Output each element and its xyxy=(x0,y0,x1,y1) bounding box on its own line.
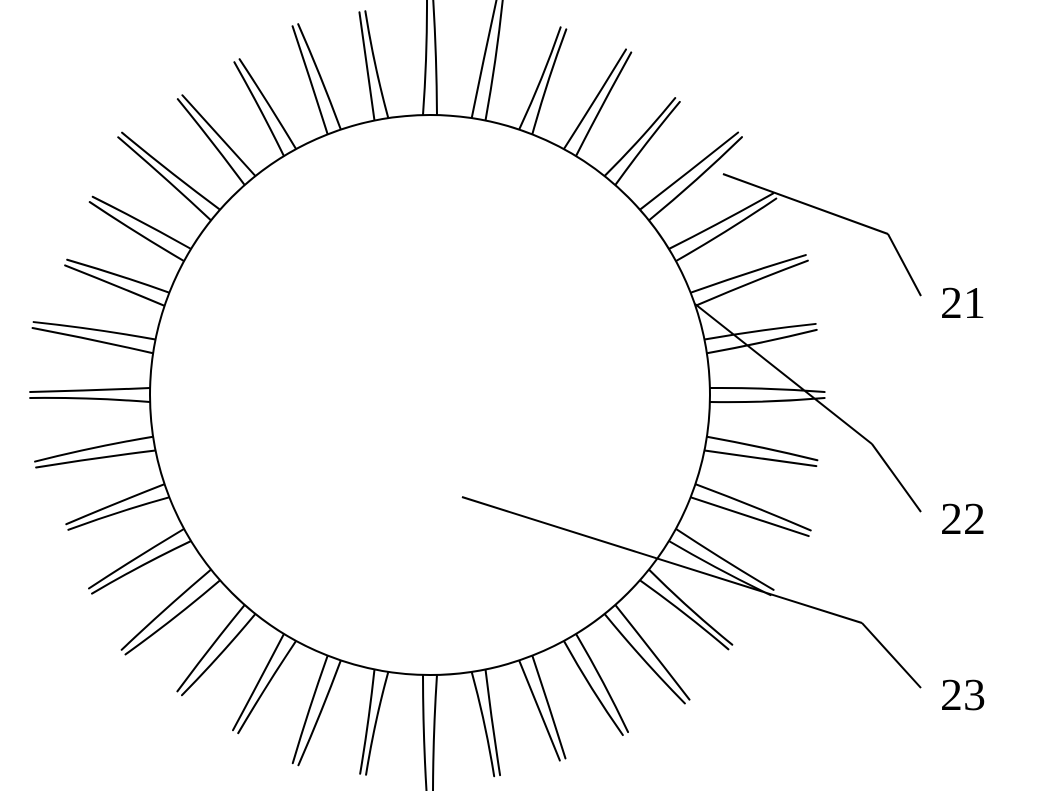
callout-label: 21 xyxy=(940,277,986,328)
core-circle xyxy=(150,115,710,675)
callout-label: 22 xyxy=(940,493,986,544)
callout-label: 23 xyxy=(940,669,986,720)
